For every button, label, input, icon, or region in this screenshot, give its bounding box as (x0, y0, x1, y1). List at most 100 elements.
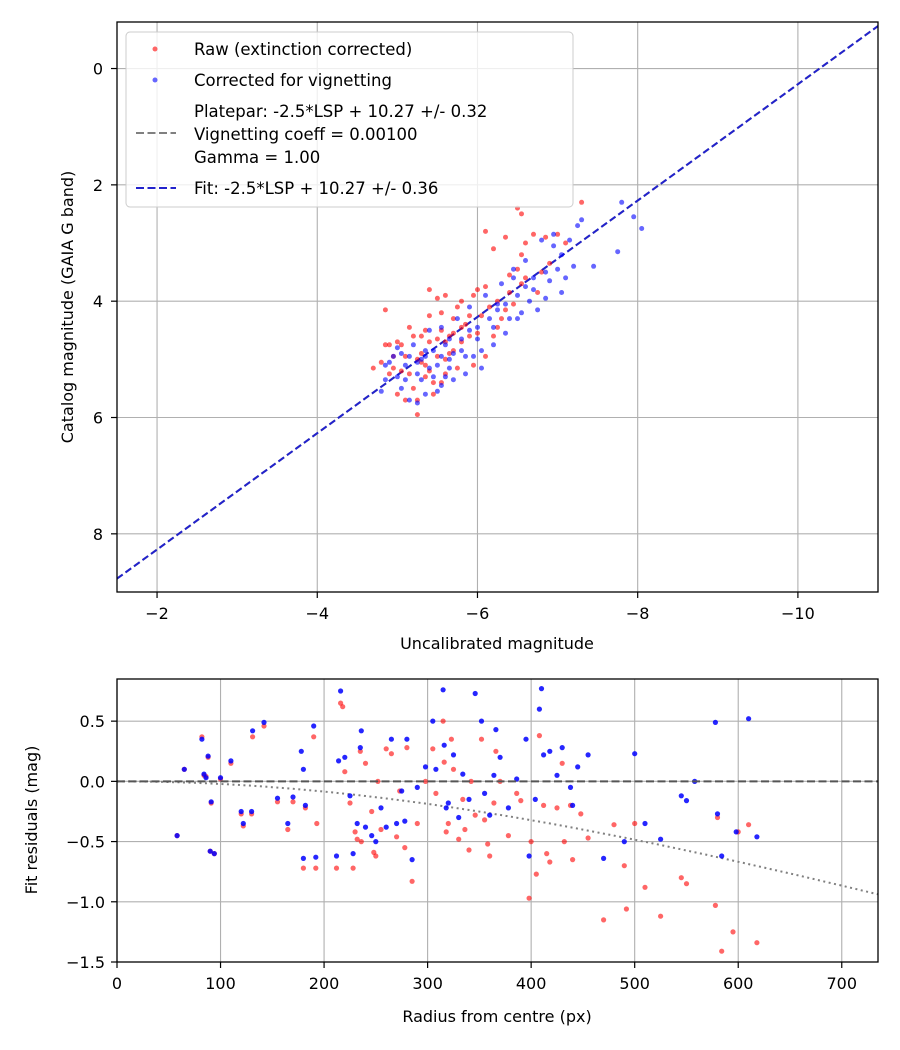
corrected-point (571, 263, 577, 269)
raw-residual-point (443, 829, 449, 835)
raw-point (523, 275, 528, 281)
raw-residual-point (570, 857, 576, 863)
corrected-point (559, 290, 565, 295)
raw-point (531, 231, 536, 237)
corrected-residual-point (570, 802, 576, 809)
corrected-point (531, 287, 536, 293)
corrected-point (438, 353, 444, 359)
corrected-residual-point (430, 718, 436, 724)
corrected-point (523, 258, 528, 263)
fit-line (117, 25, 878, 580)
corrected-point (426, 327, 432, 333)
corrected-residual-point (575, 764, 581, 770)
corrected-residual-point (472, 690, 478, 697)
raw-residual-point (261, 723, 267, 729)
corrected-residual-point (409, 857, 415, 863)
corrected-residual-point (313, 854, 319, 860)
corrected-residual-point (347, 793, 353, 799)
corrected-point (422, 348, 428, 354)
corrected-residual-point (714, 811, 721, 817)
corrected-residual-point (497, 754, 503, 760)
raw-point (398, 368, 404, 374)
raw-residual-point (544, 851, 550, 857)
raw-residual-point (414, 820, 420, 827)
corrected-residual-point (450, 752, 457, 758)
corrected-point (523, 284, 528, 290)
corrected-residual-point (394, 820, 400, 827)
corrected-residual-point (754, 834, 760, 840)
raw-residual-point (468, 778, 474, 785)
raw-residual-point (712, 902, 719, 909)
corrected-residual-point (203, 775, 209, 781)
corrected-point (394, 345, 400, 351)
raw-residual-point (754, 940, 760, 946)
raw-point (430, 391, 436, 397)
raw-point (454, 365, 460, 371)
raw-point (519, 281, 524, 287)
corrected-point (394, 374, 400, 380)
raw-point (519, 252, 524, 258)
raw-point (503, 307, 508, 313)
raw-residual-point (383, 746, 389, 752)
corrected-residual-point (338, 688, 344, 694)
corrected-point (547, 278, 553, 284)
raw-residual-point (433, 790, 439, 797)
corrected-point (422, 353, 428, 359)
raw-residual-point (683, 881, 690, 887)
raw-point (491, 333, 496, 339)
x-tick-label: 700 (826, 974, 857, 993)
raw-point (535, 290, 541, 295)
raw-point (515, 266, 520, 272)
raw-residual-point (358, 839, 364, 845)
corrected-residual-point (311, 723, 317, 729)
corrected-residual-point (354, 820, 360, 827)
raw-residual-point (561, 839, 567, 845)
raw-residual-point (714, 814, 721, 821)
raw-residual-point (300, 865, 306, 871)
corrected-point (535, 307, 541, 313)
raw-point (442, 292, 448, 298)
corrected-point (418, 377, 424, 383)
raw-residual-point (678, 875, 684, 881)
raw-residual-point (450, 766, 457, 772)
corrected-residual-point (541, 752, 547, 758)
corrected-residual-point (402, 818, 408, 824)
corrected-point (515, 292, 520, 298)
raw-point (507, 290, 512, 295)
raw-residual-point (333, 865, 340, 871)
raw-point (579, 199, 585, 205)
corrected-point (418, 356, 424, 362)
corrected-point (454, 316, 460, 322)
corrected-point (483, 292, 488, 298)
corrected-residual-point (642, 820, 648, 827)
corrected-residual-point (208, 799, 214, 805)
corrected-point (410, 342, 416, 348)
corrected-residual-point (601, 855, 607, 862)
raw-residual-point (541, 802, 547, 809)
corrected-point (406, 397, 412, 403)
corrected-point (575, 223, 581, 229)
corrected-point (631, 214, 637, 220)
corrected-residual-point (456, 814, 462, 821)
raw-residual-point (462, 826, 468, 833)
corrected-residual-point (399, 788, 405, 794)
corrected-residual-point (199, 736, 205, 742)
raw-residual-point (487, 853, 493, 859)
raw-residual-point (378, 826, 384, 833)
corrected-point (430, 348, 436, 354)
raw-residual-point (285, 826, 291, 833)
raw-residual-point (547, 859, 553, 865)
raw-point (475, 287, 480, 293)
corrected-residual-point (514, 776, 520, 782)
raw-point (543, 234, 549, 240)
x-tick-label: 100 (205, 974, 236, 993)
corrected-residual-point (274, 795, 281, 801)
corrected-residual-point (482, 790, 488, 797)
corrected-point (442, 374, 448, 380)
corrected-residual-point (342, 754, 348, 760)
corrected-point (527, 298, 532, 304)
corrected-residual-point (443, 805, 449, 811)
raw-point (459, 324, 464, 330)
corrected-point (426, 365, 432, 371)
